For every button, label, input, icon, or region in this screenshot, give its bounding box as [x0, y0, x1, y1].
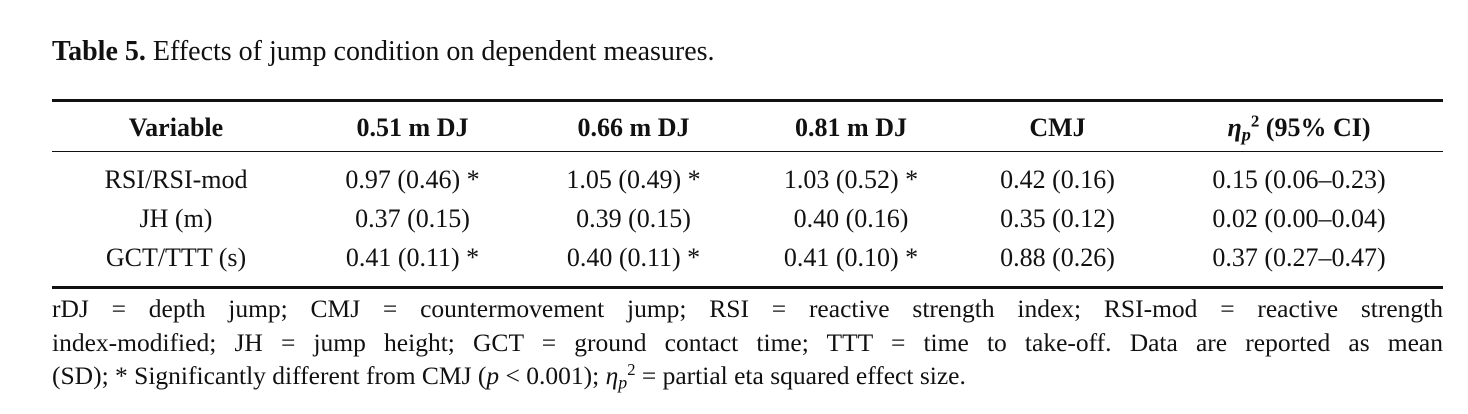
header-eta: ηp2 (95% CI) — [1155, 104, 1443, 152]
cell-051: 0.37 (0.15) — [355, 203, 470, 233]
cell-081: 0.41 (0.10) * — [783, 242, 919, 272]
footnote-text: (SD); * Significantly different from CMJ… — [52, 361, 487, 390]
cell-cmj: 0.35 (0.12) — [1000, 203, 1115, 233]
footnote-text: < 0.001); — [499, 361, 606, 390]
footnote-p: p — [486, 361, 500, 390]
header-066: 0.66 m DJ — [577, 113, 690, 142]
eta-symbol: η — [1227, 113, 1242, 142]
cell-066: 1.05 (0.49) * — [566, 164, 701, 194]
header-051: 0.51 m DJ — [356, 113, 469, 142]
header-row: Variable 0.51 m DJ 0.66 m DJ 0.81 m DJ C… — [52, 104, 1443, 152]
eta-rest: (95% CI) — [1259, 113, 1371, 142]
cell-eta: 0.15 (0.06–0.23) — [1212, 164, 1386, 194]
cell-variable: RSI/RSI-mod — [104, 164, 248, 194]
header-cmj: CMJ — [1029, 113, 1086, 142]
table-footnote: rDJ = depth jump; CMJ = countermovement … — [52, 292, 1443, 393]
table-row: GCT/TTT (s) 0.41 (0.11) * 0.40 (0.11) * 0.4… — [52, 238, 1443, 277]
cell-eta: 0.37 (0.27–0.47) — [1212, 242, 1386, 272]
table-row: JH (m) 0.37 (0.15) 0.39 (0.15) 0.40 (0.16) 0… — [52, 199, 1443, 238]
table-label: Table 5. — [52, 36, 146, 67]
results-table: Variable 0.51 m DJ 0.66 m DJ 0.81 m DJ C… — [52, 104, 1443, 277]
cell-eta: 0.02 (0.00–0.04) — [1212, 203, 1386, 233]
table-row: RSI/RSI-mod 0.97 (0.46) * 1.05 (0.49) * 1.0… — [52, 152, 1443, 199]
header-variable: Variable — [128, 113, 224, 142]
eta-sub: p — [1241, 124, 1251, 145]
cell-variable: JH (m) — [139, 203, 213, 233]
eta-sup: 2 — [1250, 111, 1260, 131]
cell-066: 0.40 (0.11) * — [566, 242, 701, 272]
bottom-rule — [52, 286, 1443, 289]
cell-051: 0.97 (0.46) * — [345, 164, 480, 194]
footnote-text: = partial eta squared effect size. — [635, 361, 966, 390]
footnote-eta-sup: 2 — [627, 359, 636, 379]
footnote-line: (SD); * Significantly different from CMJ… — [52, 359, 1443, 393]
footnote-line: index-modified; JH = jump height; GCT = … — [52, 327, 1443, 357]
footnote-line: rDJ = depth jump; CMJ = countermovement … — [52, 294, 1443, 323]
footnote-eta: η — [605, 361, 619, 390]
cell-081: 0.40 (0.16) — [793, 203, 909, 233]
header-081: 0.81 m DJ — [795, 113, 907, 142]
footnote-eta-sub: p — [618, 372, 628, 393]
cell-051: 0.41 (0.11) * — [345, 242, 480, 272]
cell-081: 1.03 (0.52) * — [783, 164, 919, 194]
cell-066: 0.39 (0.15) — [576, 203, 691, 233]
top-rule — [52, 99, 1443, 102]
cell-variable: GCT/TTT (s) — [105, 242, 247, 272]
header-rule — [52, 151, 1443, 153]
caption-text: Effects of jump condition on dependent m… — [145, 36, 715, 67]
table-caption: Table 5. Effects of jump condition on de… — [52, 36, 715, 68]
cell-cmj: 0.88 (0.26) — [1000, 242, 1115, 272]
cell-cmj: 0.42 (0.16) — [1000, 164, 1115, 194]
